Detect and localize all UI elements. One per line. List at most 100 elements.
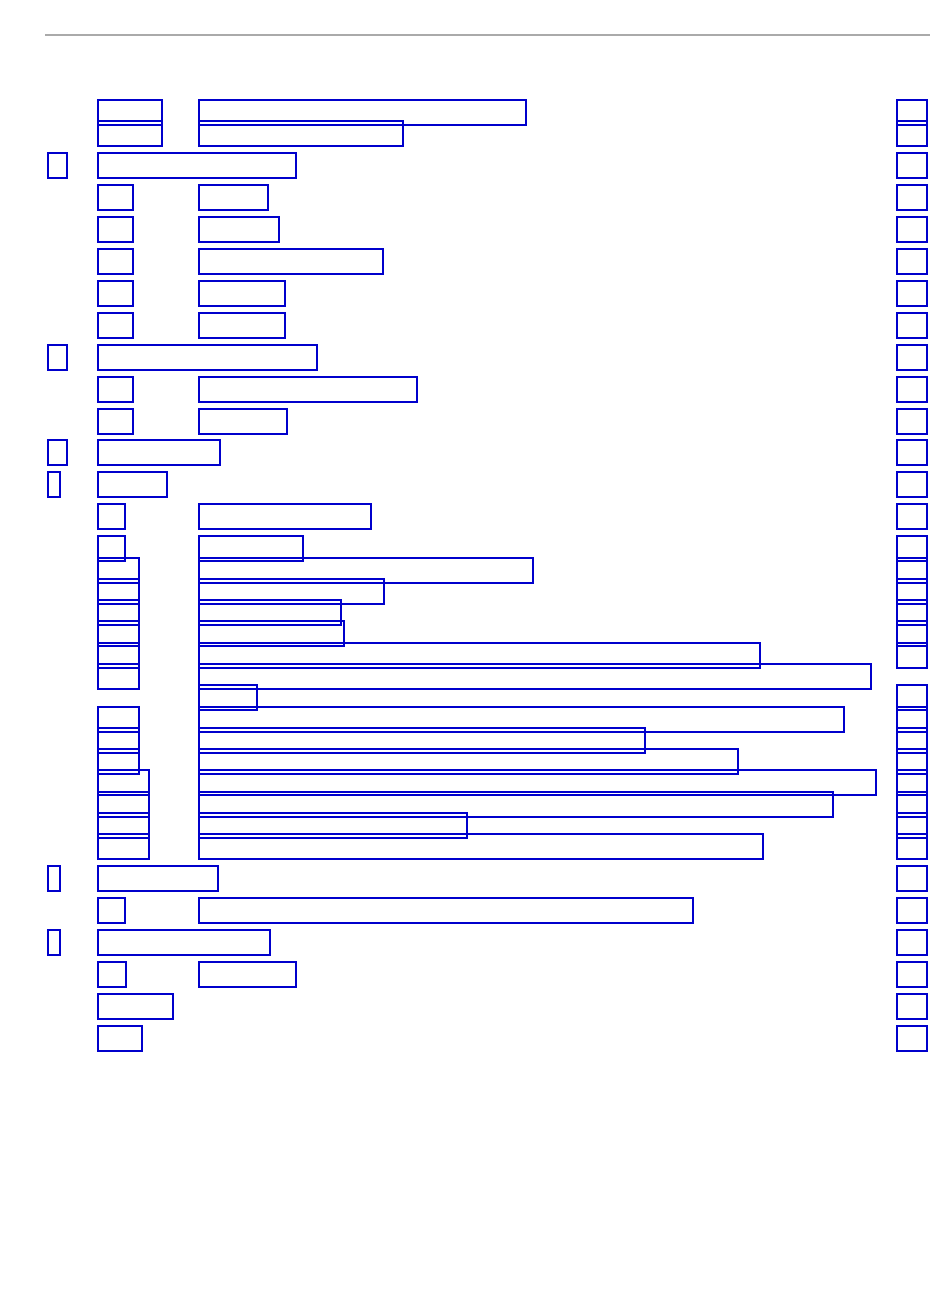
layout-box — [97, 99, 163, 126]
layout-box — [896, 1025, 928, 1052]
layout-box — [198, 280, 286, 307]
layout-box — [97, 791, 150, 818]
layout-box — [198, 535, 304, 562]
layout-box — [198, 578, 385, 605]
layout-box — [198, 706, 845, 733]
layout-box — [97, 727, 140, 754]
layout-box — [896, 344, 928, 371]
layout-box — [896, 535, 928, 562]
layout-box — [198, 120, 404, 147]
layout-box — [896, 184, 928, 211]
layout-box — [896, 929, 928, 956]
layout-box — [198, 769, 877, 796]
layout-box — [97, 557, 140, 584]
layout-box — [896, 312, 928, 339]
layout-box — [896, 791, 928, 818]
layout-box — [97, 663, 140, 690]
layout-box — [198, 620, 345, 647]
layout-box — [896, 578, 928, 605]
layout-box — [896, 120, 928, 147]
layout-box — [97, 642, 140, 669]
layout-box — [896, 993, 928, 1020]
layout-box — [198, 408, 288, 435]
layout-box — [97, 503, 126, 530]
layout-box — [896, 216, 928, 243]
layout-box — [198, 833, 764, 860]
layout-box — [198, 503, 372, 530]
layout-box — [198, 748, 739, 775]
layout-box — [97, 993, 174, 1020]
layout-box — [47, 471, 61, 498]
layout-box — [896, 812, 928, 839]
layout-box — [97, 599, 140, 626]
layout-box — [896, 152, 928, 179]
layout-box — [896, 99, 928, 126]
layout-box — [896, 620, 928, 647]
layout-box — [896, 833, 928, 860]
layout-box — [896, 280, 928, 307]
layout-box — [198, 663, 872, 690]
layout-box — [896, 769, 928, 796]
layout-box — [97, 535, 126, 562]
layout-box — [896, 642, 928, 669]
layout-box — [97, 833, 150, 860]
layout-box — [198, 897, 694, 924]
layout-box — [97, 620, 140, 647]
layout-box — [896, 439, 928, 466]
layout-box — [97, 897, 126, 924]
layout-box — [97, 578, 140, 605]
layout-box — [896, 897, 928, 924]
layout-box — [97, 769, 150, 796]
layout-box — [896, 248, 928, 275]
layout-box — [97, 439, 221, 466]
layout-box — [97, 1025, 143, 1052]
layout-box — [198, 727, 646, 754]
layout-box — [97, 344, 318, 371]
layout-box — [896, 503, 928, 530]
layout-box — [97, 471, 168, 498]
layout-box — [97, 152, 297, 179]
layout-box — [198, 599, 342, 626]
layout-box — [896, 376, 928, 403]
layout-box — [97, 248, 134, 275]
layout-box — [97, 184, 134, 211]
layout-box — [896, 471, 928, 498]
layout-box — [896, 865, 928, 892]
layout-box — [47, 865, 61, 892]
layout-box — [97, 706, 140, 733]
layout-box — [97, 408, 134, 435]
layout-box — [198, 216, 280, 243]
layout-box — [47, 152, 68, 179]
layout-box — [47, 929, 61, 956]
layout-box — [896, 706, 928, 733]
layout-box — [198, 642, 761, 669]
layout-box — [97, 376, 134, 403]
layout-box — [198, 557, 534, 584]
layout-box — [198, 812, 468, 839]
layout-box — [97, 748, 140, 775]
layout-box — [896, 599, 928, 626]
layout-box — [97, 312, 134, 339]
layout-box — [896, 557, 928, 584]
layout-box — [198, 791, 834, 818]
layout-box — [896, 727, 928, 754]
layout-box — [97, 120, 163, 147]
layout-box — [896, 684, 928, 711]
layout-box — [198, 312, 286, 339]
layout-box — [198, 248, 384, 275]
layout-box — [896, 961, 928, 988]
layout-box — [198, 99, 527, 126]
layout-box — [896, 748, 928, 775]
layout-box — [97, 929, 271, 956]
layout-box — [97, 280, 134, 307]
layout-box — [47, 344, 68, 371]
layout-box — [47, 439, 68, 466]
layout-box — [97, 865, 219, 892]
layout-box — [97, 812, 150, 839]
layout-box — [896, 408, 928, 435]
layout-box — [198, 684, 258, 711]
layout-box — [198, 184, 269, 211]
layout-box — [198, 961, 297, 988]
